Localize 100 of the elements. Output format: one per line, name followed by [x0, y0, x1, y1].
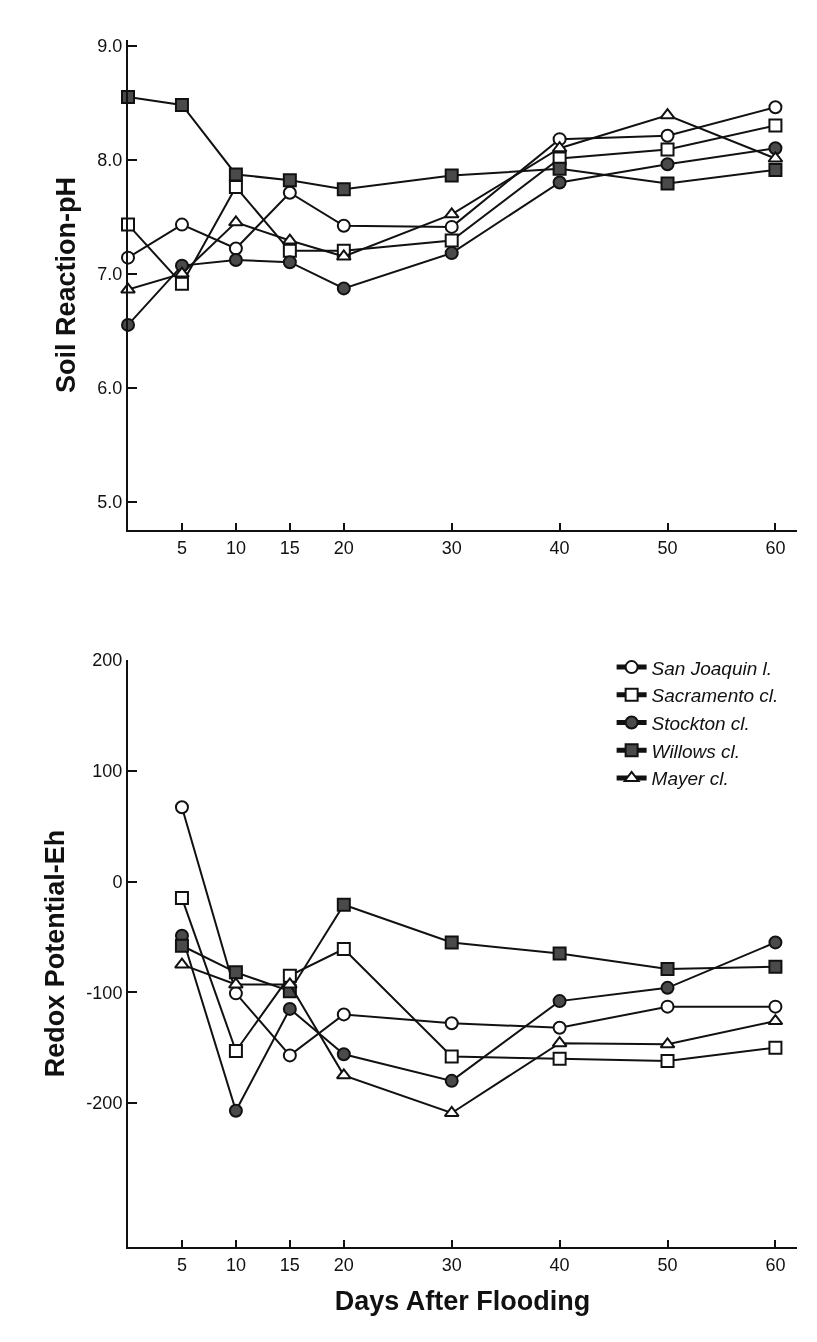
point: [336, 182, 351, 197]
y-tick-label: 9.0: [97, 36, 123, 56]
point: [768, 141, 783, 156]
point: [336, 218, 351, 233]
point: [660, 999, 675, 1014]
x-tick-label: 50: [657, 537, 678, 558]
point: [444, 233, 459, 248]
point: [174, 276, 189, 291]
legend-label: Stockton cl.: [651, 712, 750, 734]
x-tick-label: 5: [176, 1254, 187, 1275]
point: [282, 173, 297, 188]
point: [228, 252, 243, 267]
point: [174, 97, 189, 112]
point: [174, 938, 189, 953]
x-tick-label: 40: [549, 537, 570, 558]
point: [174, 957, 190, 969]
point: [660, 980, 675, 995]
y-tick-label: 100: [92, 761, 123, 782]
x-tick-label: 40: [549, 1254, 570, 1275]
point: [335, 249, 352, 261]
point: [660, 962, 675, 977]
point: [443, 207, 460, 219]
legend-label: Mayer cl.: [651, 768, 729, 790]
y-tick-label: 200: [92, 650, 123, 671]
x-tick-label: 60: [765, 537, 786, 558]
y-tick-label: 7.0: [97, 263, 123, 284]
x-tick-label: 20: [333, 537, 354, 558]
y-axis-title: Soil Reaction-pH: [50, 176, 81, 394]
point: [282, 185, 297, 200]
point: [174, 891, 189, 906]
point: [552, 946, 567, 961]
point: [444, 1073, 459, 1088]
point: [768, 162, 783, 177]
x-tick-label: 10: [225, 537, 246, 558]
point: [281, 233, 298, 245]
point: [444, 1049, 459, 1064]
point: [336, 1007, 351, 1022]
point: [552, 1020, 567, 1035]
point: [768, 935, 783, 950]
point: [768, 1040, 783, 1055]
point: [444, 1016, 459, 1031]
point: [552, 994, 567, 1009]
x-tick-label: 5: [176, 537, 187, 558]
point: [174, 217, 189, 232]
y-tick-label: 0: [112, 871, 123, 892]
point: [282, 255, 297, 270]
point: [336, 281, 351, 296]
point: [551, 1036, 568, 1048]
point: [444, 168, 459, 183]
point: [444, 219, 459, 234]
point: [174, 800, 189, 815]
point: [336, 1047, 351, 1062]
x-tick-label: 10: [225, 1254, 246, 1275]
point: [228, 167, 243, 182]
y-axis-title: Redox Potential-Eh: [39, 829, 70, 1078]
point: [228, 1043, 243, 1058]
point: [768, 100, 783, 115]
point: [227, 215, 244, 227]
point: [227, 977, 244, 989]
point: [336, 942, 351, 957]
point: [768, 999, 783, 1014]
point: [282, 1001, 297, 1016]
point: [228, 180, 243, 194]
point: [335, 1068, 352, 1080]
x-tick-label: 15: [279, 1254, 300, 1275]
legend-label: Sacramento cl.: [651, 685, 779, 707]
point: [768, 118, 783, 133]
x-tick-label: 20: [333, 1254, 354, 1275]
point: [282, 1048, 297, 1063]
point: [660, 176, 675, 191]
point: [228, 965, 243, 980]
x-tick-label: 50: [657, 1254, 678, 1275]
x-tick-label: 30: [441, 1254, 462, 1275]
point: [767, 151, 784, 163]
point: [660, 1053, 675, 1068]
point: [552, 161, 567, 176]
point: [228, 1103, 243, 1118]
point: [660, 157, 675, 172]
point: [551, 141, 568, 153]
point: [552, 175, 567, 190]
x-axis-title: Days After Flooding: [334, 1286, 591, 1317]
point: [444, 935, 459, 950]
y-tick-label: 6.0: [97, 377, 123, 398]
y-tick-label: -100: [86, 982, 123, 1003]
x-tick-label: 60: [765, 1254, 786, 1275]
point: [768, 959, 783, 974]
point: [660, 128, 675, 143]
point: [336, 897, 351, 912]
point: [174, 266, 190, 278]
y-tick-label: 5.0: [97, 491, 123, 512]
y-tick-label: -200: [86, 1093, 123, 1114]
point: [228, 241, 243, 256]
point: [444, 246, 459, 261]
point: [659, 108, 676, 120]
legend-label: San Joaquin l.: [651, 657, 773, 679]
x-tick-label: 15: [279, 537, 300, 558]
legend-label: Willows cl.: [651, 740, 741, 762]
point: [659, 1037, 676, 1049]
point: [443, 1105, 460, 1117]
y-tick-label: 8.0: [97, 149, 123, 170]
